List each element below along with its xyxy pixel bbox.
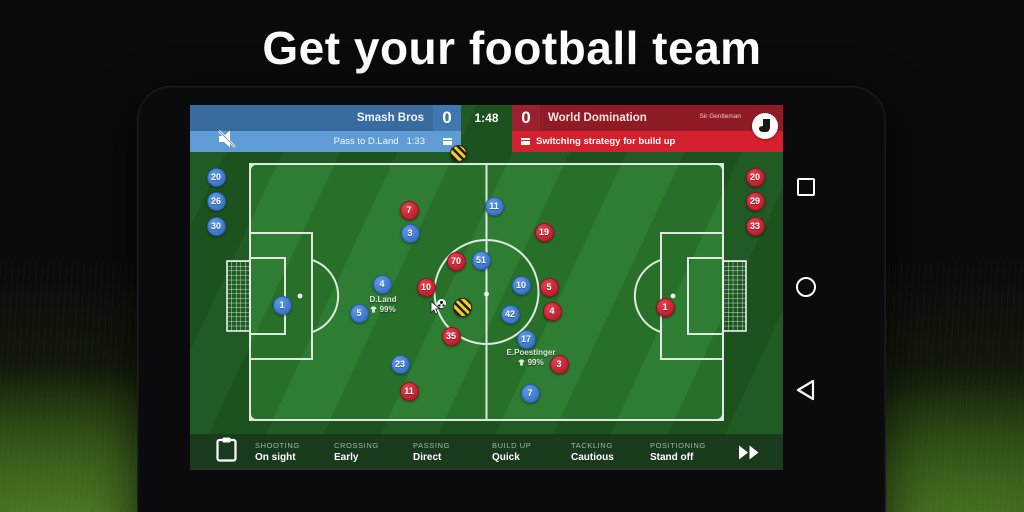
away-club-badge[interactable] — [752, 113, 778, 139]
home-strategy-bar: Pass to D.Land 1:33 — [190, 131, 461, 152]
player-chip-home[interactable]: 7 — [520, 383, 540, 403]
android-home-button[interactable] — [796, 277, 816, 297]
sub-chip-home[interactable]: 20 — [206, 167, 226, 187]
tactic-value: Direct — [413, 452, 442, 463]
player-chip-away[interactable]: 10 — [416, 277, 436, 297]
away-strategy-text: Switching strategy for build up — [536, 136, 676, 147]
away-score-bar: World Domination — [540, 105, 783, 131]
tactic-value: Early — [334, 452, 359, 463]
sub-chip-away[interactable]: 20 — [745, 167, 765, 187]
player-chip-away[interactable]: 11 — [399, 381, 419, 401]
sub-chip-away[interactable]: 29 — [745, 191, 765, 211]
player-chip-home[interactable]: 4 — [372, 274, 392, 294]
player-chip-away[interactable]: 35 — [441, 326, 461, 346]
player-chip-away[interactable]: 1 — [655, 297, 675, 317]
player-chip-home[interactable]: 5 — [349, 303, 369, 323]
home-score: 0 — [433, 105, 461, 131]
page-title: Get your football team — [262, 22, 762, 74]
tactic-value: On sight — [255, 452, 296, 463]
tactics-items: SHOOTING On sight CROSSING Early PASSING Dire… — [255, 441, 729, 463]
player-chip-away[interactable]: 5 — [539, 277, 559, 297]
android-recents-button[interactable] — [797, 178, 815, 196]
player-chip-home[interactable]: 11 — [484, 196, 504, 216]
match-timer: 1:48 — [474, 111, 499, 125]
tactic-item[interactable]: SHOOTING On sight — [255, 441, 334, 463]
player-chip-away[interactable]: 19 — [534, 222, 554, 242]
sub-chip-home[interactable]: 26 — [206, 191, 226, 211]
home-strategy-text: Pass to D.Land 1:33 — [333, 136, 425, 147]
tactic-value: Cautious — [571, 452, 614, 463]
tactic-label: TACKLING — [571, 441, 613, 450]
away-strategy-bar: Switching strategy for build up — [512, 131, 783, 152]
player-chip-home[interactable]: 23 — [390, 354, 410, 374]
player-chip-home[interactable]: 17 — [516, 329, 536, 349]
player-chip-home[interactable]: 3 — [400, 223, 420, 243]
player-chip-home[interactable]: 1 — [272, 295, 292, 315]
game-screen: Smash Bros 0 1:48 0 World Domination Sir… — [190, 105, 783, 470]
away-score: 0 — [512, 105, 540, 131]
tactic-item[interactable]: BUILD UP Quick — [492, 441, 571, 463]
tactic-item[interactable]: PASSING Direct — [413, 441, 492, 463]
away-menu-icon[interactable] — [521, 138, 530, 145]
sub-chip-home[interactable]: 30 — [206, 216, 226, 236]
player-chip-away[interactable]: 7 — [399, 200, 419, 220]
tactic-label: SHOOTING — [255, 441, 300, 450]
player-chip-away[interactable]: 4 — [542, 301, 562, 321]
tactic-label: BUILD UP — [492, 441, 532, 450]
player-chip-home[interactable]: 10 — [511, 275, 531, 295]
tactic-label: POSITIONING — [650, 441, 706, 450]
tactic-value: Stand off — [650, 452, 694, 463]
sock-icon — [759, 118, 770, 132]
tactics-bar: SHOOTING On sight CROSSING Early PASSING Dire… — [190, 434, 783, 470]
away-team-name: World Domination — [548, 112, 647, 124]
tactic-item[interactable]: POSITIONING Stand off — [650, 441, 729, 463]
tactic-label: PASSING — [413, 441, 450, 450]
clipboard-icon[interactable] — [216, 437, 237, 467]
sub-chip-away[interactable]: 33 — [745, 216, 765, 236]
player-chip-away[interactable]: 3 — [549, 354, 569, 374]
tactic-value: Quick — [492, 452, 520, 463]
android-back-button[interactable] — [794, 378, 818, 407]
home-score-bar: Smash Bros — [190, 105, 433, 131]
mute-icon[interactable] — [216, 128, 238, 155]
pitch-markings — [190, 105, 783, 470]
away-manager-name: Sir Gentleman — [699, 113, 741, 120]
home-team-name: Smash Bros — [356, 112, 424, 124]
player-chip-home[interactable]: 51 — [471, 250, 491, 270]
player-chip-away[interactable]: 70 — [446, 251, 466, 271]
fast-forward-button[interactable] — [738, 445, 761, 465]
tactic-item[interactable]: TACKLING Cautious — [571, 441, 650, 463]
tactic-label: CROSSING — [334, 441, 379, 450]
home-menu-icon[interactable] — [443, 138, 452, 145]
player-chip-home[interactable]: 42 — [500, 304, 520, 324]
tactic-item[interactable]: CROSSING Early — [334, 441, 413, 463]
